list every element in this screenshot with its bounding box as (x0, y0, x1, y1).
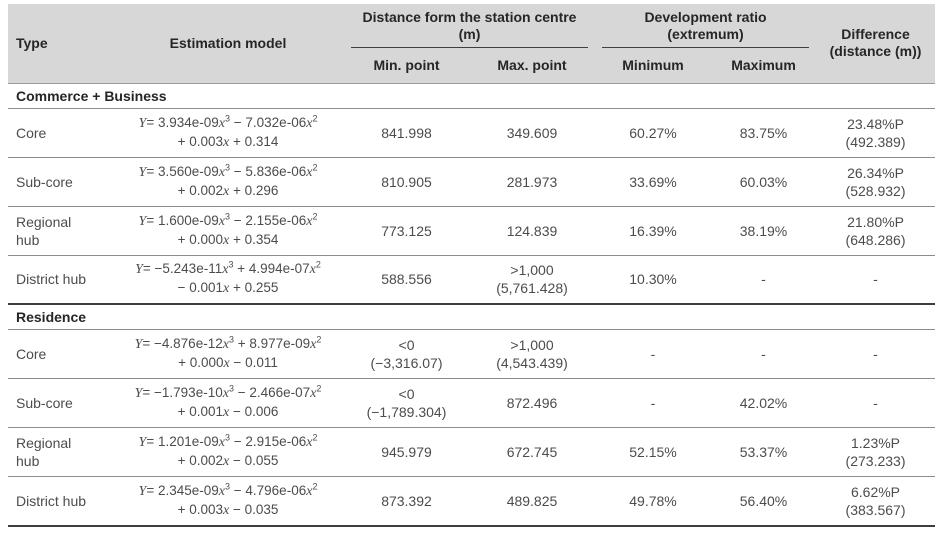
min-point-cell: <0 (−3,316.07) (370, 337, 443, 372)
table-row: Sub-core Y= −1.793e-10x3 − 2.466e-07x2 + … (8, 379, 936, 428)
type-cell: Regional hub (16, 213, 72, 248)
minimum-cell: 49.78% (629, 493, 677, 510)
type-cell: Regional hub (16, 435, 72, 470)
table-body: Commerce + Business Core Y= 3.934e-09x3 … (8, 83, 936, 526)
model-cell: Y= 2.345e-09x3 − 4.796e-06x2 + 0.003x − 0… (138, 481, 318, 519)
difference-cell: - (873, 395, 878, 412)
max-point-cell: 281.973 (506, 173, 558, 190)
col-header-type: Type (8, 4, 112, 84)
type-cell: Core (16, 124, 47, 141)
model-cell: Y= 3.934e-09x3 − 7.032e-06x2 + 0.003x + 0… (138, 113, 318, 150)
max-point-cell: 872.496 (506, 395, 558, 412)
col-header-difference: Difference (distance (m)) (816, 4, 936, 84)
difference-cell: 26.34%P (528.932) (845, 164, 906, 199)
estimation-model-table: Type Estimation model Distance form the … (8, 4, 936, 527)
col-header-max-point: Max. point (469, 48, 595, 84)
type-cell: District hub (16, 493, 87, 510)
min-point-cell: 773.125 (381, 222, 432, 239)
type-cell: Sub-core (16, 395, 73, 412)
section-title: Residence (16, 309, 87, 326)
model-cell: Y= −4.876e-12x3 + 8.977e-09x2 + 0.000x − … (134, 334, 322, 372)
min-point-cell: 945.979 (381, 444, 432, 461)
minimum-cell: - (650, 346, 656, 363)
minimum-cell: - (650, 395, 656, 412)
max-point-cell: 672.745 (506, 444, 558, 461)
table-row: District hub Y= −5.243e-11x3 + 4.994e-07… (8, 255, 936, 305)
max-point-cell: >1,000 (4,543.439) (496, 337, 568, 372)
header-sub-row: Min. point Max. point Minimum Maximum (8, 48, 935, 84)
col-header-min-point: Min. point (344, 48, 469, 84)
difference-cell: 6.62%P (383.567) (845, 483, 906, 519)
table-row: Core Y= 3.934e-09x3 − 7.032e-06x2 + 0.003… (8, 108, 936, 158)
section-title: Commerce + Business (16, 87, 167, 104)
minimum-cell: 16.39% (629, 222, 677, 239)
col-header-minimum: Minimum (595, 48, 711, 84)
type-cell: Sub-core (16, 173, 73, 190)
min-point-cell: 588.556 (381, 271, 432, 288)
header-group-row: Type Estimation model Distance form the … (8, 4, 936, 84)
max-point-cell: 124.839 (506, 222, 558, 239)
minimum-cell: 60.27% (629, 124, 677, 141)
max-point-cell: 489.825 (506, 493, 558, 510)
min-point-cell: 873.392 (381, 493, 432, 510)
table-row: District hub Y= 2.345e-09x3 − 4.796e-06x… (8, 477, 936, 526)
difference-cell: - (873, 271, 878, 288)
model-cell: Y= 3.560e-09x3 − 5.836e-06x2 + 0.002x + 0… (138, 162, 318, 199)
col-group-distance: Distance form the station centre (m) (344, 4, 595, 48)
maximum-cell: 53.37% (739, 444, 788, 461)
section-row-commerce-business: Commerce + Business (8, 83, 936, 109)
maximum-cell: 56.40% (739, 493, 788, 510)
maximum-cell: 42.02% (739, 395, 788, 412)
min-point-cell: 841.998 (381, 124, 432, 141)
col-header-maximum: Maximum (711, 48, 817, 84)
table-row: Regional hub Y= 1.201e-09x3 − 2.915e-06x… (8, 428, 936, 477)
col-group-development-ratio: Development ratio (extremum) (595, 4, 817, 48)
maximum-cell: 83.75% (739, 124, 788, 141)
minimum-cell: 33.69% (629, 173, 677, 190)
difference-cell: - (873, 346, 878, 363)
type-cell: District hub (16, 271, 87, 288)
model-cell: Y= −1.793e-10x3 − 2.466e-07x2 + 0.001x − … (134, 383, 322, 421)
col-header-estimation-model: Estimation model (112, 4, 344, 84)
maximum-cell: - (761, 346, 766, 363)
table-header: Type Estimation model Distance form the … (8, 4, 936, 84)
table-row: Regional hub Y= 1.600e-09x3 − 2.155e-06x… (8, 206, 936, 256)
table-row: Core Y= −4.876e-12x3 + 8.977e-09x2 + 0.00… (8, 330, 936, 379)
model-cell: Y= 1.600e-09x3 − 2.155e-06x2 + 0.000x + 0… (138, 211, 318, 248)
type-cell: Core (16, 346, 47, 363)
maximum-cell: 60.03% (739, 173, 788, 190)
maximum-cell: - (761, 271, 766, 288)
model-cell: Y= 1.201e-09x3 − 2.915e-06x2 + 0.002x − 0… (138, 432, 318, 470)
min-point-cell: <0 (−1,789.304) (366, 386, 447, 421)
minimum-cell: 52.15% (629, 444, 677, 461)
section-row-residence: Residence (8, 304, 936, 330)
max-point-cell: 349.609 (506, 124, 558, 141)
min-point-cell: 810.905 (381, 173, 432, 190)
model-cell: Y= −5.243e-11x3 + 4.994e-07x2− 0.001x + … (135, 259, 321, 297)
minimum-cell: 10.30% (629, 271, 677, 288)
max-point-cell: >1,000 (5,761.428) (496, 262, 568, 297)
maximum-cell: 38.19% (739, 222, 788, 239)
difference-cell: 1.23%P (273.233) (845, 435, 906, 470)
difference-cell: 23.48%P (492.389) (845, 115, 906, 150)
difference-cell: 21.80%P (648.286) (845, 213, 906, 248)
table-row: Sub-core Y= 3.560e-09x3 − 5.836e-06x2 + 0… (8, 157, 936, 207)
